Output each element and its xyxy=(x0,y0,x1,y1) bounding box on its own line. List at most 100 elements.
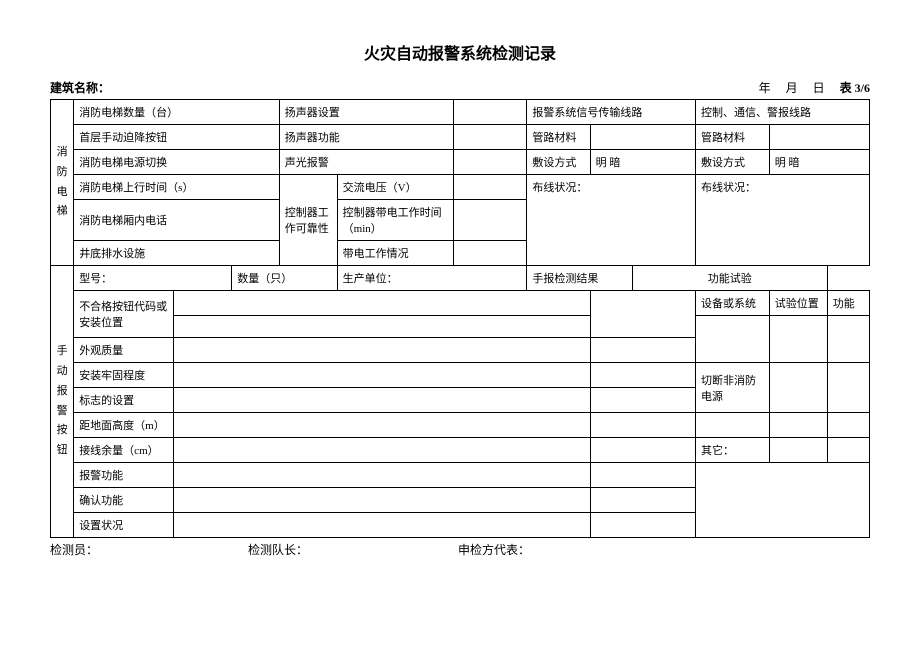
cell xyxy=(174,488,590,513)
cell: 控制、通信、警报线路 xyxy=(696,100,870,125)
table-no-label: 表 3/6 xyxy=(840,81,870,95)
cell xyxy=(453,200,527,241)
cell xyxy=(174,291,590,316)
cell xyxy=(453,241,527,266)
cell: 消防电梯上行时间（s） xyxy=(74,175,280,200)
cell: 外观质量 xyxy=(74,338,174,363)
cell: 其它： xyxy=(696,438,770,463)
cell: 消防电梯数量（台） xyxy=(74,100,280,125)
cell xyxy=(827,438,869,463)
cell xyxy=(827,363,869,413)
page-title: 火灾自动报警系统检测记录 xyxy=(50,40,870,64)
table-row: 消防电梯电源切换 声光报警 敷设方式 明 暗 敷设方式 明 暗 xyxy=(51,150,870,175)
inspector-label: 检测员： xyxy=(50,541,98,558)
main-table: 消防电梯 消防电梯数量（台） 扬声器设置 报警系统信号传输线路 控制、通信、警报… xyxy=(50,99,870,538)
table-row: 手动报警按钮 型号： 数量（只） 生产单位： 手报检测结果 功能试验 xyxy=(51,266,870,291)
cell xyxy=(590,488,695,513)
cell: 数量（只） xyxy=(232,266,337,291)
table-row xyxy=(51,316,870,338)
cell xyxy=(769,125,869,150)
cell: 安装牢固程度 xyxy=(74,363,174,388)
cell xyxy=(827,413,869,438)
rep-label: 申检方代表： xyxy=(458,541,530,558)
cell xyxy=(590,463,695,488)
cell xyxy=(827,316,869,363)
cell: 声光报警 xyxy=(279,150,453,175)
cell: 不合格按钮代码或安装位置 xyxy=(74,291,174,338)
cell xyxy=(769,363,827,413)
cell: 功能试验 xyxy=(632,266,827,291)
cell xyxy=(769,316,827,363)
cell: 布线状况： xyxy=(696,175,870,266)
table-row: 首层手动迫降按钮 扬声器功能 管路材料 管路材料 xyxy=(51,125,870,150)
cell xyxy=(590,438,695,463)
table-row: 消防电梯 消防电梯数量（台） 扬声器设置 报警系统信号传输线路 控制、通信、警报… xyxy=(51,100,870,125)
cell xyxy=(769,438,827,463)
table-row: 距地面高度（m） xyxy=(51,413,870,438)
cell: 确认功能 xyxy=(74,488,174,513)
leader-label: 检测队长： xyxy=(248,541,308,558)
section2-label: 手动报警按钮 xyxy=(51,266,74,538)
cell xyxy=(453,150,527,175)
table-row: 不合格按钮代码或安装位置 设备或系统 试验位置 功能 xyxy=(51,291,870,316)
cell: 型号： xyxy=(74,266,232,291)
cell: 管路材料 xyxy=(696,125,770,150)
table-row: 接线余量（cm） 其它： xyxy=(51,438,870,463)
cell xyxy=(696,463,870,538)
cell: 生产单位： xyxy=(337,266,527,291)
cell: 接线余量（cm） xyxy=(74,438,174,463)
cell: 扬声器功能 xyxy=(279,125,453,150)
cell: 手报检测结果 xyxy=(527,266,632,291)
cell xyxy=(174,338,590,363)
table-row: 报警功能 xyxy=(51,463,870,488)
cell xyxy=(590,513,695,538)
cell xyxy=(590,125,695,150)
section1-label: 消防电梯 xyxy=(51,100,74,266)
cell xyxy=(590,291,695,338)
cell xyxy=(453,175,527,200)
cell xyxy=(174,463,590,488)
cell xyxy=(769,413,827,438)
cell: 管路材料 xyxy=(527,125,590,150)
cell: 设备或系统 xyxy=(696,291,770,316)
cell: 切断非消防电源 xyxy=(696,363,770,413)
cell: 报警功能 xyxy=(74,463,174,488)
cell xyxy=(453,100,527,125)
cell: 布线状况： xyxy=(527,175,696,266)
cell: 消防电梯厢内电话 xyxy=(74,200,280,241)
cell: 试验位置 xyxy=(769,291,827,316)
table-row: 消防电梯上行时间（s） 控制器工作可靠性 交流电压（V） 布线状况： 布线状况： xyxy=(51,175,870,200)
cell xyxy=(590,388,695,413)
cell: 设置状况 xyxy=(74,513,174,538)
day-label: 日 xyxy=(813,81,825,95)
cell: 消防电梯电源切换 xyxy=(74,150,280,175)
cell xyxy=(174,438,590,463)
cell: 标志的设置 xyxy=(74,388,174,413)
cell xyxy=(174,363,590,388)
cell xyxy=(174,413,590,438)
cell: 敷设方式 xyxy=(696,150,770,175)
cell: 交流电压（V） xyxy=(337,175,453,200)
footer-row: 检测员： 检测队长： 申检方代表： xyxy=(50,541,870,558)
header-row: 建筑名称： 年 月 日 表 3/6 xyxy=(50,79,870,96)
cell: 扬声器设置 xyxy=(279,100,453,125)
cell xyxy=(696,316,770,363)
date-table-no: 年 月 日 表 3/6 xyxy=(759,79,870,96)
building-name-label: 建筑名称： xyxy=(50,79,110,96)
cell: 功能 xyxy=(827,291,869,316)
year-label: 年 xyxy=(759,81,771,95)
cell: 明 暗 xyxy=(769,150,869,175)
cell: 距地面高度（m） xyxy=(74,413,174,438)
table-row: 安装牢固程度 切断非消防电源 xyxy=(51,363,870,388)
cell: 控制器工作可靠性 xyxy=(279,175,337,266)
cell xyxy=(174,316,590,338)
cell: 带电工作情况 xyxy=(337,241,453,266)
cell xyxy=(590,363,695,388)
month-label: 月 xyxy=(786,81,798,95)
cell: 控制器带电工作时间（min） xyxy=(337,200,453,241)
cell xyxy=(590,338,695,363)
cell xyxy=(696,413,770,438)
cell: 首层手动迫降按钮 xyxy=(74,125,280,150)
cell: 敷设方式 xyxy=(527,150,590,175)
cell xyxy=(453,125,527,150)
